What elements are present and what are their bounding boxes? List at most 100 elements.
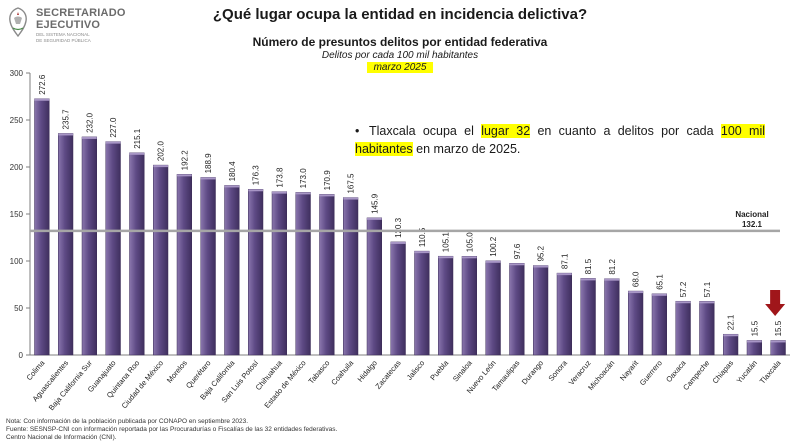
category-label: Durango: [520, 359, 545, 387]
value-label: 170.9: [323, 170, 332, 191]
bar-ciudad-de-m-xico: [153, 164, 169, 356]
bar-michoac-n: [604, 278, 620, 356]
value-label: 100.2: [489, 236, 498, 257]
bar-chihuahua: [271, 191, 287, 356]
value-label: 81.2: [608, 259, 617, 275]
bar-top-bevel: [438, 256, 453, 259]
bar-chiapas: [723, 333, 739, 356]
bar-jalisco: [414, 250, 430, 356]
bar-top-bevel: [153, 165, 168, 168]
reference-line-value: 132.1: [742, 220, 763, 229]
bar-estado-de-m-xico: [295, 192, 311, 356]
bar-top-bevel: [129, 152, 145, 155]
page-title: ¿Qué lugar ocupa la entidad en incidenci…: [212, 6, 588, 23]
bar-tamaulipas: [509, 263, 525, 356]
category-label: Zacatecas: [374, 358, 403, 390]
y-tick-label: 0: [19, 351, 24, 360]
category-label: Sinaloa: [451, 358, 475, 384]
bar-oaxaca: [675, 300, 691, 356]
bar-nuevo-le-n: [485, 260, 501, 356]
callout-highlight-rank: lugar 32: [481, 124, 531, 138]
category-label: Chiapas: [711, 358, 736, 385]
bar-top-bevel: [580, 278, 596, 281]
value-label: 188.9: [204, 153, 213, 174]
bar-top-bevel: [723, 334, 738, 337]
category-label: Colima: [25, 358, 47, 382]
value-label: 120.3: [394, 217, 403, 238]
value-label: 180.4: [228, 161, 237, 182]
bar-baja-california: [224, 185, 240, 356]
bar-sinaloa: [461, 256, 477, 356]
bar-top-bevel: [319, 194, 335, 197]
bar-top-bevel: [652, 293, 667, 296]
bar-top-bevel: [390, 241, 406, 244]
value-label: 15.5: [750, 320, 759, 336]
reference-line-label: Nacional: [735, 210, 768, 219]
bar-top-bevel: [414, 251, 430, 254]
bar-top-bevel: [367, 217, 382, 220]
callout-part1: Tlaxcala ocupa el: [369, 124, 474, 138]
chart-subtitle: Delitos por cada 100 mil habitantes: [321, 50, 479, 61]
bar-top-bevel: [177, 174, 192, 177]
bar-nayarit: [628, 290, 644, 356]
bar-guanajuato: [105, 141, 121, 356]
bar-top-bevel: [747, 340, 762, 343]
bar-colima: [34, 98, 50, 356]
bar-top-bevel: [34, 98, 50, 101]
logo-text-line1: SECRETARIADO: [36, 7, 126, 19]
bar-top-bevel: [485, 260, 501, 263]
bar-top-bevel: [58, 133, 73, 136]
value-label: 167.5: [347, 173, 356, 194]
chart-period-badge: marzo 2025: [367, 62, 433, 73]
chart-title: Número de presuntos delitos por entidad …: [252, 35, 548, 49]
y-tick-label: 300: [10, 69, 24, 78]
bar-top-bevel: [699, 301, 715, 304]
bar-campeche: [699, 301, 715, 356]
logo-text-line3: DEL SISTEMA NACIONAL: [36, 32, 90, 37]
bar-top-bevel: [675, 301, 691, 304]
logo: SECRETARIADO EJECUTIVO DEL SISTEMA NACIO…: [4, 4, 214, 44]
value-label: 105.0: [465, 232, 474, 253]
bar-top-bevel: [462, 256, 477, 259]
value-label: 68.0: [632, 271, 641, 287]
y-tick-label: 100: [10, 257, 24, 266]
value-label: 235.7: [62, 109, 71, 130]
footnote-note: Nota: Con información de la población pu…: [6, 418, 249, 425]
bar-yucat-n: [746, 340, 762, 356]
bar-morelos: [176, 174, 192, 356]
value-label: 57.2: [679, 281, 688, 297]
callout-part3: en marzo de 2025.: [416, 142, 521, 156]
bar-top-bevel: [604, 278, 620, 281]
value-label: 202.0: [157, 141, 166, 162]
callout-part2: en cuanto a delitos por cada: [537, 124, 714, 138]
category-label: Guerrero: [638, 359, 664, 388]
category-label: Hidalgo: [356, 359, 379, 384]
bar-veracruz: [580, 278, 596, 356]
logo-text-line2: EJECUTIVO: [36, 19, 101, 31]
bar-puebla: [438, 255, 454, 356]
bar-hidalgo: [366, 217, 382, 356]
bar-sonora: [556, 272, 572, 356]
value-label: 81.5: [584, 258, 593, 274]
value-label: 173.8: [275, 167, 284, 188]
value-label: 176.3: [252, 165, 261, 186]
bar-top-bevel: [343, 197, 358, 200]
category-label: Nayarit: [618, 358, 641, 383]
bar-top-bevel: [770, 340, 786, 343]
value-label: 97.6: [513, 243, 522, 259]
value-label: 145.9: [370, 193, 379, 214]
highlight-arrow-icon: [765, 290, 786, 316]
category-label: Oaxaca: [664, 358, 688, 384]
category-label: Yucatán: [735, 359, 759, 386]
value-label: 95.2: [537, 245, 546, 261]
value-label: 57.1: [703, 281, 712, 297]
bar-top-bevel: [105, 141, 121, 144]
category-label: Jalisco: [405, 359, 427, 382]
y-tick-label: 50: [14, 304, 23, 313]
bar-top-bevel: [533, 265, 548, 268]
bar-quer-taro: [200, 177, 216, 356]
category-label: Ciudad de México: [120, 359, 165, 411]
value-label: 87.1: [560, 253, 569, 269]
bar-tlaxcala: [770, 340, 786, 356]
